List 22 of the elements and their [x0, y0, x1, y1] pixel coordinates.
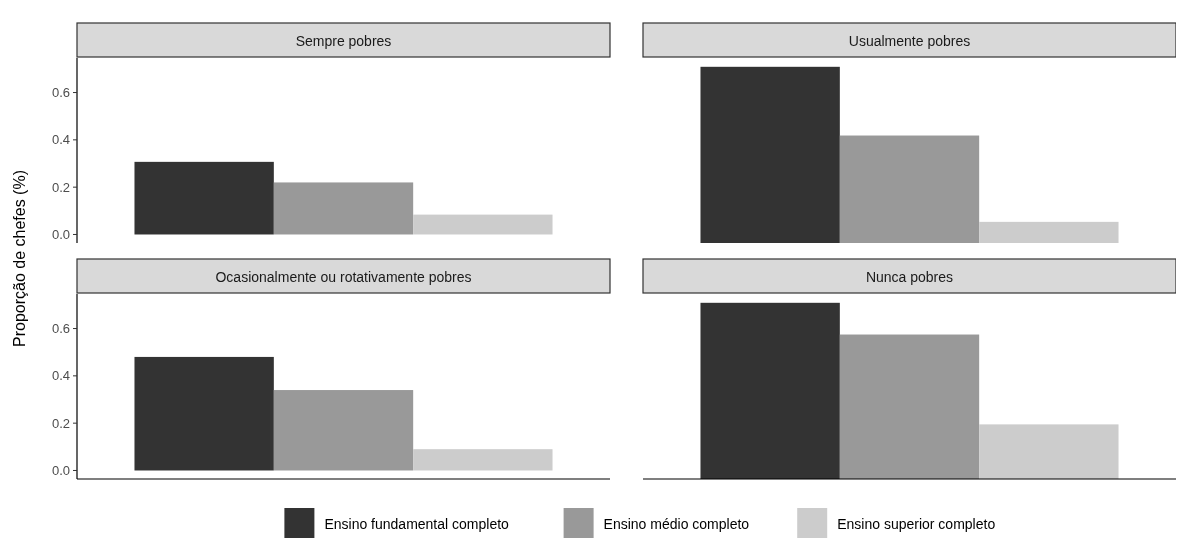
legend-label: Ensino fundamental completo	[324, 516, 510, 532]
bar	[273, 182, 414, 235]
y-tick-label: 0.0	[51, 463, 70, 479]
chart-title: Usualmente pobres	[848, 32, 971, 49]
y-tick-label: 0.2	[51, 415, 70, 431]
bar	[413, 449, 553, 471]
bar	[413, 214, 553, 235]
y-tick-label: 0.6	[51, 85, 70, 101]
bar	[134, 356, 274, 471]
bar	[273, 390, 414, 471]
y-tick-label: 0.6	[51, 321, 70, 337]
y-tick-label: 0.4	[51, 132, 70, 148]
legend-label: Ensino superior completo	[837, 516, 996, 532]
chart-title: Sempre pobres	[295, 32, 392, 49]
y-tick-label: 0.2	[51, 179, 70, 195]
legend-label: Ensino médio completo	[603, 516, 750, 532]
y-tick-label: 0.4	[51, 368, 70, 384]
y-tick-label: 0.0	[51, 227, 70, 243]
y-axis-title: Proporção de chefes (%)	[11, 170, 28, 347]
chart-title: Nunca pobres	[865, 268, 954, 285]
bar	[134, 161, 274, 235]
chart-title: Ocasionalmente ou rotativamente pobres	[215, 268, 472, 285]
